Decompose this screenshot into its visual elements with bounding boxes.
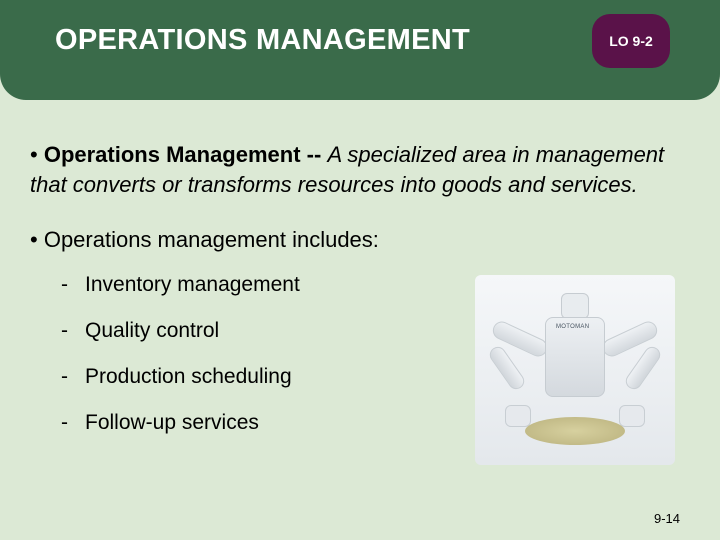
robot-head xyxy=(561,293,589,319)
includes-lead: • Operations management includes: xyxy=(30,227,670,253)
bullet-marker: • xyxy=(30,227,38,252)
robot-held-object xyxy=(525,417,625,445)
robot-hand-right xyxy=(619,405,645,427)
robot-hand-left xyxy=(505,405,531,427)
robot-forearm-right xyxy=(623,344,664,392)
robot-body-label: MOTOMAN xyxy=(556,324,589,330)
includes-lead-text: Operations management includes: xyxy=(44,227,379,252)
robot-body: MOTOMAN xyxy=(545,317,605,397)
definition-term: Operations Management -- xyxy=(44,142,321,167)
bullet-marker: • xyxy=(30,142,38,167)
robot-image: MOTOMAN xyxy=(475,275,675,465)
robot-forearm-left xyxy=(487,344,528,392)
slide-title: OPERATIONS MANAGEMENT xyxy=(55,24,470,57)
page-number: 9-14 xyxy=(654,511,680,526)
lo-badge: LO 9-2 xyxy=(592,14,670,68)
definition-bullet: • Operations Management -- A specialized… xyxy=(30,140,670,199)
